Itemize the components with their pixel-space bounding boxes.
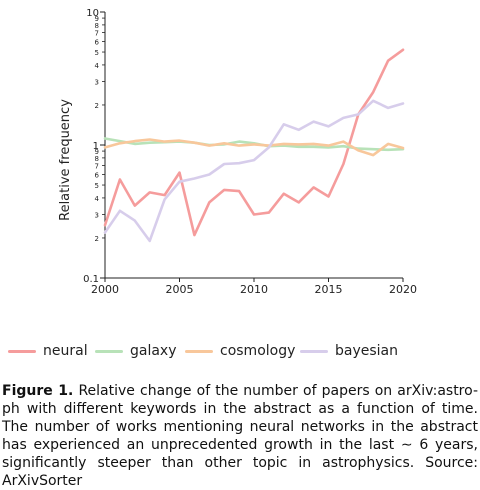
y-minor-tick-label: 3 xyxy=(95,79,99,87)
y-minor-tick-label: 4 xyxy=(95,62,100,70)
y-minor-tick-label: 9 xyxy=(95,15,99,23)
legend-label: bayesian xyxy=(335,343,398,359)
y-minor-tick-label: 6 xyxy=(95,172,100,180)
y-minor-tick-label: 8 xyxy=(95,155,99,163)
y-minor-tick-label: 4 xyxy=(95,195,100,203)
legend-label: galaxy xyxy=(130,343,177,359)
line-chart: 2000 2005 2010 2015 20200.111023456789234567… xyxy=(58,8,417,296)
series-line-cosmology xyxy=(103,138,405,157)
figure-caption: Figure 1. Relative change of the number … xyxy=(2,382,478,490)
y-axis-label: Relative frequency xyxy=(58,99,73,221)
legend-label: cosmology xyxy=(220,343,296,359)
legend-swatch xyxy=(95,349,123,353)
legend-swatch xyxy=(8,349,36,353)
series-line-bayesian xyxy=(103,99,405,243)
y-major-tick-label: 10 xyxy=(86,8,99,19)
y-minor-tick-label: 2 xyxy=(95,102,99,110)
legend-label: neural xyxy=(43,343,88,359)
x-tick-label: 2010 xyxy=(240,283,268,296)
y-minor-tick-label: 2 xyxy=(95,235,99,243)
y-minor-tick-label: 5 xyxy=(95,49,99,57)
legend-swatch xyxy=(300,349,328,353)
x-tick-label: 2015 xyxy=(315,283,343,296)
caption-label: Figure 1. xyxy=(2,383,74,399)
tick-labels: 2000 2005 2010 2015 20200.111023456789234567… xyxy=(83,8,417,296)
y-minor-tick-label: 9 xyxy=(95,148,99,156)
y-minor-tick-label: 6 xyxy=(95,39,100,47)
x-tick-label: 2005 xyxy=(166,283,194,296)
y-minor-tick-label: 7 xyxy=(95,163,99,171)
legend-item-cosmology: cosmology xyxy=(185,336,295,366)
y-major-tick-label: 1 xyxy=(93,141,99,152)
x-tick-label: 2000 xyxy=(91,283,119,296)
x-tick-label: 2020 xyxy=(389,283,417,296)
y-minor-tick-label: 3 xyxy=(95,212,99,220)
y-minor-tick-label: 7 xyxy=(95,30,99,38)
y-major-tick-label: 0.1 xyxy=(83,274,99,285)
y-minor-tick-label: 5 xyxy=(95,182,99,190)
caption-text: Relative change of the number of papers … xyxy=(2,383,479,489)
legend-item-galaxy: galaxy xyxy=(95,336,177,366)
series-line-neural xyxy=(103,48,405,237)
y-minor-tick-label: 8 xyxy=(95,22,99,30)
series-lines xyxy=(103,48,405,243)
legend-swatch xyxy=(185,349,213,353)
axes xyxy=(100,11,404,282)
legend: neural galaxy cosmology bayesian xyxy=(0,336,480,366)
legend-item-neural: neural xyxy=(8,336,88,366)
legend-item-bayesian: bayesian xyxy=(300,336,398,366)
